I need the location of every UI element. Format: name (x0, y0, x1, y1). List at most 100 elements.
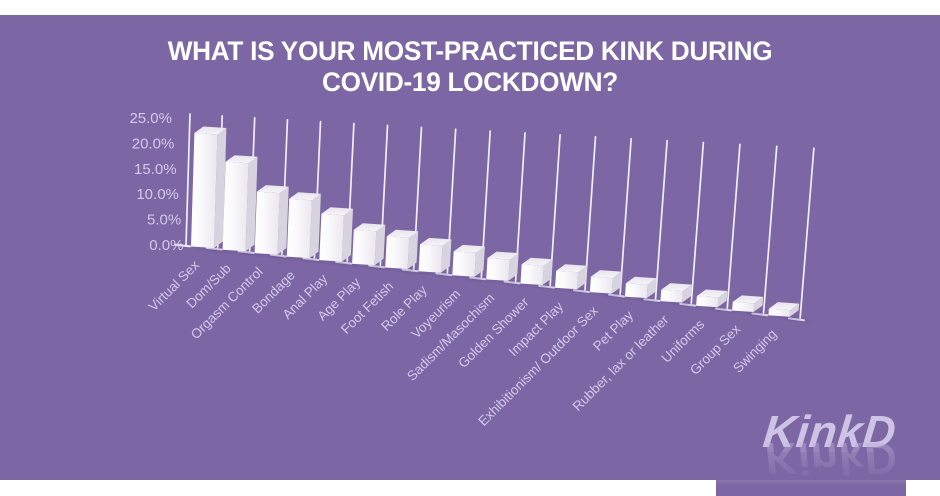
bar (555, 264, 588, 290)
y-tick-label: 10.0% (136, 186, 179, 203)
bar (191, 126, 227, 248)
bar-front-face (191, 133, 218, 248)
bar-top-face (625, 276, 657, 285)
bar-front-face (520, 264, 544, 285)
bar-top-face (453, 244, 485, 253)
bar-top-face (353, 223, 386, 232)
bar-front-face (486, 258, 510, 281)
bar-side-face (474, 246, 485, 277)
bar-shadow (196, 247, 235, 253)
bar-shadow (291, 257, 331, 263)
bar-front-face (222, 161, 249, 252)
y-tick-label: 5.0% (147, 212, 181, 229)
bar-side-face (753, 296, 764, 312)
bar-front-face (768, 308, 791, 317)
bar-top-face (194, 126, 227, 135)
bar-shadow (259, 253, 299, 260)
bar-shadow (390, 268, 429, 274)
chart-title-line1: WHAT IS YOUR MOST-PRACTICED KINK DURING (167, 36, 773, 66)
bar-shadow (594, 292, 633, 299)
y-tick-label: 20.0% (132, 135, 175, 152)
bar-shadows-layer (196, 247, 811, 322)
axis-tick (174, 243, 191, 248)
gridline (185, 113, 191, 247)
bar-side-face (789, 303, 800, 317)
bar-shadow (737, 311, 775, 317)
y-tick-label: 25.0% (129, 110, 172, 127)
bar-side-face (717, 291, 728, 308)
bar-top-face (732, 295, 764, 304)
gridline (762, 145, 778, 316)
bar-shadow (457, 275, 496, 282)
bar-side-face (214, 128, 227, 248)
gridline (726, 143, 741, 311)
bar (486, 251, 519, 281)
bar-top-face (556, 264, 588, 273)
bar (352, 223, 386, 266)
bar-shadow (701, 306, 739, 312)
bar-side-face (508, 253, 519, 281)
bar-side-face (309, 193, 321, 259)
bar-side-face (277, 186, 289, 255)
bar (589, 270, 622, 294)
bar (385, 229, 419, 269)
bar-shadow (227, 250, 267, 256)
bar-shadow (630, 297, 668, 303)
bar (286, 192, 321, 259)
bar-front-face (286, 198, 312, 259)
bar-top-face (386, 229, 419, 238)
bar-front-face (319, 213, 344, 262)
bar-side-face (374, 224, 386, 266)
bar (696, 289, 728, 308)
bar (768, 302, 800, 317)
bar-top-face (590, 270, 622, 279)
bar-side-face (646, 278, 657, 299)
bar-top-face (256, 185, 289, 194)
bar (452, 244, 485, 277)
bar-top-face (661, 283, 692, 292)
bar-shadow (560, 288, 598, 294)
gridline (690, 141, 705, 307)
logo-reflection-fade (716, 452, 906, 496)
bar-top-face (696, 289, 728, 298)
bars-layer (191, 126, 800, 317)
brand-logo: KinkD KinkD (716, 406, 906, 496)
bar-top-face (225, 155, 258, 164)
bar-side-face (245, 156, 258, 252)
bar-side-face (576, 265, 588, 290)
bar-top-face (521, 257, 553, 266)
bar-side-face (440, 239, 452, 273)
bar-front-face (452, 251, 476, 277)
bar (222, 155, 258, 252)
bar (660, 283, 692, 303)
bar-side-face (611, 271, 622, 294)
bar-side-face (341, 208, 353, 262)
bar-side-face (682, 284, 692, 303)
bar-shadow (491, 279, 530, 286)
bar-front-face (696, 296, 719, 308)
bar-front-face (254, 191, 280, 255)
y-tick-label: 15.0% (134, 161, 177, 178)
bar-shadow (357, 264, 396, 270)
bar-shadow (423, 271, 462, 278)
bar-shadow (525, 284, 564, 290)
bar (520, 257, 553, 285)
bar (418, 237, 452, 273)
bar-front-face (418, 244, 443, 273)
chart-title: WHAT IS YOUR MOST-PRACTICED KINK DURING … (14, 36, 926, 98)
y-axis-labels-layer: 25.0% 20.0% 15.0% 10.0% 5.0% 0.0% (129, 110, 183, 254)
bar-front-face (625, 283, 648, 299)
bar (319, 207, 353, 262)
bar-front-face (555, 270, 579, 290)
bar (732, 295, 764, 312)
bar-side-face (407, 231, 419, 269)
bar-side-face (542, 259, 553, 285)
bar-front-face (660, 289, 683, 303)
bar-shadow (665, 301, 703, 308)
bar-front-face (732, 301, 755, 312)
bar-top-face (420, 237, 452, 246)
bar-top-face (321, 207, 353, 216)
